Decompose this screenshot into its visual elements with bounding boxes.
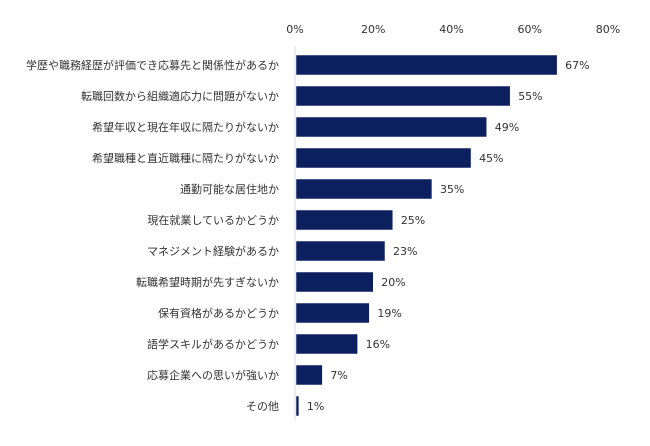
bar [295,178,433,200]
x-tick-label: 20% [361,23,385,36]
bar [295,302,370,324]
data-label: 67% [565,59,589,72]
category-label: 語学スキルがあるかどうか [147,337,279,351]
bar [295,333,358,355]
category-label: 希望職種と直近職種に隔たりがないか [92,151,279,165]
x-tick-label: 40% [439,23,463,36]
data-label: 19% [377,307,401,320]
category-label: 現在就業しているかどうか [147,213,279,227]
x-tick-label: 60% [518,23,542,36]
category-label: 転職回数から組織適応力に問題がないか [81,89,279,103]
bar [295,85,511,107]
category-label: 保有資格があるかどうか [158,306,279,320]
data-label: 25% [401,214,425,227]
category-label: 通勤可能な居住地か [180,182,279,196]
category-label: マネジメント経験があるか [147,244,279,258]
x-tick-label: 80% [596,23,620,36]
data-label: 23% [393,245,417,258]
data-label: 1% [307,400,324,413]
bar [295,364,323,386]
bar [295,54,558,76]
data-label: 49% [495,121,519,134]
bar [295,147,472,169]
bar [295,395,300,417]
bar [295,209,394,231]
data-label: 7% [330,369,347,382]
category-label: その他 [246,400,279,413]
category-label: 転職希望時期が先すぎないか [136,275,279,289]
bar [295,271,374,293]
x-tick-label: 0% [286,23,303,36]
category-label: 学歴や職務経歴が評価でき応募先と関係性があるか [26,58,279,72]
category-label: 応募企業への思いが強いか [147,368,279,382]
data-label: 16% [366,338,390,351]
data-label: 20% [381,276,405,289]
data-label: 55% [518,90,542,103]
data-label: 45% [479,152,503,165]
bar [295,116,487,138]
data-label: 35% [440,183,464,196]
category-label: 希望年収と現在年収に隔たりがないか [92,120,279,134]
bar [295,240,386,262]
